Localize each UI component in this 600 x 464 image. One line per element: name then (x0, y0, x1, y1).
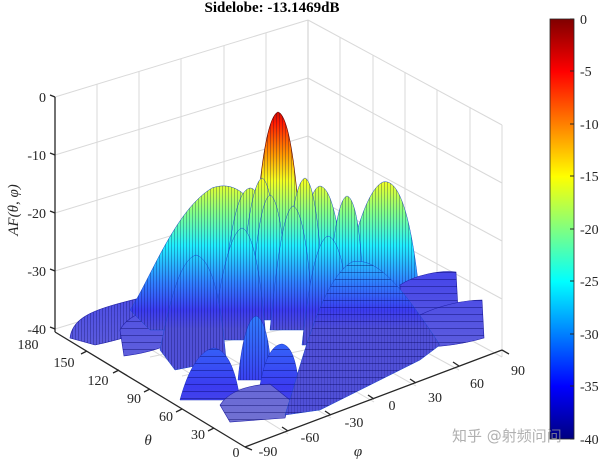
theta-tick: 30 (191, 428, 205, 443)
phi-axis (244, 349, 510, 451)
colorbar-tick: -40 (580, 433, 599, 448)
phi-axis-label: φ (354, 444, 362, 459)
theta-tick: 180 (18, 338, 39, 353)
theta-tick-labels: 180 150 120 90 60 30 0 (18, 338, 240, 461)
theta-axis (54, 331, 246, 448)
colorbar: 0 -5 -10 -15 -20 -25 -30 -35 -40 (549, 13, 599, 448)
theta-tick: 60 (159, 410, 173, 425)
chart-title-text: Sidelobe: -13.1469dB (204, 0, 340, 16)
watermark: 知乎 @射频问问 (452, 427, 562, 445)
z-tick: -10 (27, 149, 46, 164)
z-axis-label: AF(θ, φ) (6, 184, 22, 236)
colorbar-tick: -15 (580, 170, 599, 185)
colorbar-tick: -10 (580, 118, 599, 133)
z-tick: -30 (27, 265, 46, 280)
chart-title: Sidelobe: -13.1469dB (0, 0, 600, 17)
z-tick-labels: 0 -10 -20 -30 -40 (27, 91, 46, 338)
colorbar-tick: -30 (580, 328, 599, 343)
phi-tick: 30 (428, 391, 442, 406)
phi-tick: 90 (511, 364, 525, 379)
phi-tick: -60 (301, 431, 320, 446)
phi-tick: 60 (470, 377, 484, 392)
colorbar-tick: 0 (580, 13, 587, 28)
theta-tick: 150 (54, 356, 75, 371)
phi-tick: 0 (389, 399, 396, 414)
phi-tick-labels: -90 -60 -30 0 30 60 90 (259, 364, 525, 460)
theta-axis-label: θ (144, 433, 152, 449)
theta-tick: 90 (127, 392, 141, 407)
theta-tick: 120 (88, 374, 109, 389)
colorbar-tick: -5 (580, 65, 592, 80)
colorbar-tick: -25 (580, 275, 599, 290)
surface-plot (69, 111, 485, 423)
colorbar-tick: -20 (580, 223, 599, 238)
phi-tick: -90 (259, 445, 278, 459)
z-axis (49, 94, 56, 332)
theta-tick: 0 (233, 446, 240, 459)
z-tick: -20 (27, 207, 46, 222)
phi-tick: -30 (345, 416, 364, 431)
z-tick: -40 (27, 323, 46, 338)
z-tick: 0 (39, 91, 46, 106)
colorbar-tick: -35 (580, 380, 599, 395)
